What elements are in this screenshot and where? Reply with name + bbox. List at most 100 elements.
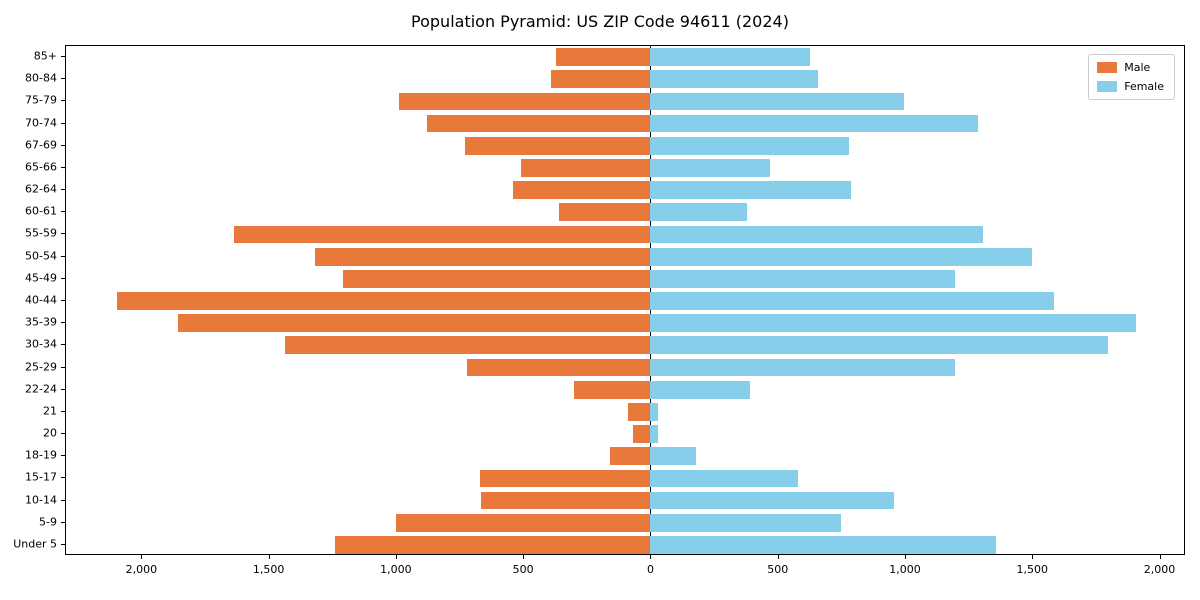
y-tick-label-10-14: 10-14 bbox=[25, 493, 57, 507]
y-tick-label-60-61: 60-61 bbox=[25, 204, 57, 218]
female-legend-swatch bbox=[1097, 81, 1118, 92]
y-tick-mark bbox=[61, 543, 65, 545]
x-tick-label-6: 1,000 bbox=[889, 563, 921, 576]
x-tick-mark bbox=[523, 555, 525, 559]
x-tick-mark bbox=[141, 555, 143, 559]
x-tick-mark bbox=[1032, 555, 1034, 559]
female-bar-21 bbox=[650, 403, 658, 421]
y-tick-label-65-66: 65-66 bbox=[25, 160, 57, 174]
female-bar-5-9 bbox=[650, 513, 841, 532]
male-bar-25-29 bbox=[467, 358, 651, 377]
y-tick-mark bbox=[61, 166, 65, 168]
female-bar-40-44 bbox=[650, 292, 1055, 310]
male-bar-30-34 bbox=[284, 336, 651, 355]
male-legend-label: Male bbox=[1124, 61, 1151, 74]
female-bar-20 bbox=[650, 425, 658, 443]
male-bar-40-44 bbox=[116, 292, 651, 310]
male-bar-5-9 bbox=[396, 513, 651, 532]
y-tick-label-80-84: 80-84 bbox=[25, 71, 57, 85]
y-tick-mark bbox=[61, 366, 65, 368]
x-tick-mark bbox=[395, 555, 397, 559]
y-tick-mark bbox=[61, 322, 65, 324]
male-bar-62-64 bbox=[513, 181, 651, 199]
male-bar-45-49 bbox=[342, 269, 651, 288]
female-bar-15-17 bbox=[650, 469, 798, 488]
y-tick-label-50-54: 50-54 bbox=[25, 249, 57, 263]
female-bar-75-79 bbox=[650, 92, 905, 111]
y-tick-label-85+: 85+ bbox=[33, 49, 57, 63]
y-tick-label-20: 20 bbox=[43, 426, 57, 440]
legend-item-male: Male bbox=[1097, 61, 1164, 74]
female-bar-35-39 bbox=[650, 314, 1136, 333]
y-tick-label-5-9: 5-9 bbox=[39, 515, 57, 529]
male-bar-18-19 bbox=[609, 447, 651, 466]
female-bar-25-29 bbox=[650, 358, 956, 377]
y-tick-mark bbox=[61, 344, 65, 346]
female-bar-65-66 bbox=[650, 159, 770, 177]
y-tick-mark bbox=[61, 477, 65, 479]
x-tick-mark bbox=[650, 555, 652, 559]
male-bar-60-61 bbox=[558, 203, 651, 222]
y-tick-label-under-5: Under 5 bbox=[13, 537, 57, 551]
male-bar-85+ bbox=[556, 48, 651, 66]
male-bar-55-59 bbox=[233, 225, 651, 244]
male-bar-70-74 bbox=[426, 114, 651, 133]
x-tick-mark bbox=[268, 555, 270, 559]
y-tick-mark bbox=[61, 410, 65, 412]
male-legend-swatch bbox=[1097, 62, 1118, 73]
y-tick-mark bbox=[61, 455, 65, 457]
y-tick-label-40-44: 40-44 bbox=[25, 293, 57, 307]
male-bar-75-79 bbox=[398, 92, 651, 111]
x-tick-mark bbox=[1159, 555, 1161, 559]
y-tick-mark bbox=[61, 300, 65, 301]
x-tick-label-2: 1,000 bbox=[380, 563, 412, 576]
female-bar-80-84 bbox=[650, 70, 819, 89]
y-tick-label-18-19: 18-19 bbox=[25, 448, 57, 462]
y-tick-label-35-39: 35-39 bbox=[25, 315, 57, 329]
y-tick-label-55-59: 55-59 bbox=[25, 226, 57, 240]
y-tick-label-75-79: 75-79 bbox=[25, 93, 57, 107]
y-tick-label-21: 21 bbox=[43, 404, 57, 418]
y-tick-label-45-49: 45-49 bbox=[25, 271, 57, 285]
x-tick-label-8: 2,000 bbox=[1143, 563, 1176, 576]
plot-area: Male Female bbox=[65, 45, 1185, 555]
female-bar-18-19 bbox=[650, 447, 697, 466]
male-bar-20 bbox=[632, 425, 651, 443]
female-bar-55-59 bbox=[650, 225, 984, 244]
x-tick-mark bbox=[777, 555, 779, 559]
y-tick-label-62-64: 62-64 bbox=[25, 182, 57, 196]
y-tick-label-25-29: 25-29 bbox=[25, 360, 57, 374]
x-tick-mark bbox=[905, 555, 906, 559]
x-tick-label-3: 500 bbox=[512, 563, 534, 576]
y-tick-label-67-69: 67-69 bbox=[25, 138, 57, 152]
female-bar-70-74 bbox=[650, 114, 979, 133]
male-bar-15-17 bbox=[480, 469, 651, 488]
legend: Male Female bbox=[1088, 54, 1175, 100]
y-tick-label-15-17: 15-17 bbox=[25, 470, 57, 484]
y-tick-mark bbox=[61, 189, 65, 191]
y-tick-mark bbox=[61, 100, 65, 102]
male-bar-10-14 bbox=[481, 491, 651, 510]
female-bar-45-49 bbox=[650, 269, 956, 288]
female-bar-30-34 bbox=[650, 336, 1108, 355]
male-bar-67-69 bbox=[464, 136, 651, 155]
y-tick-label-70-74: 70-74 bbox=[25, 116, 57, 130]
y-tick-mark bbox=[61, 56, 65, 58]
legend-item-female: Female bbox=[1097, 80, 1164, 93]
y-tick-label-22-24: 22-24 bbox=[25, 382, 57, 396]
female-bar-50-54 bbox=[650, 247, 1032, 266]
y-tick-mark bbox=[61, 521, 65, 523]
y-tick-mark bbox=[61, 233, 65, 235]
male-bar-80-84 bbox=[551, 70, 651, 89]
male-bar-22-24 bbox=[574, 380, 651, 399]
y-tick-mark bbox=[61, 144, 65, 146]
female-bar-60-61 bbox=[650, 203, 747, 222]
female-bar-62-64 bbox=[650, 181, 852, 199]
x-tick-label-4: 0 bbox=[646, 563, 654, 576]
male-bar-65-66 bbox=[520, 159, 651, 177]
y-tick-mark bbox=[61, 255, 65, 257]
x-tick-label-0: 2,000 bbox=[125, 563, 158, 576]
x-tick-label-5: 500 bbox=[767, 563, 789, 576]
y-tick-mark bbox=[61, 211, 65, 213]
x-tick-label-1: 1,500 bbox=[252, 563, 285, 576]
